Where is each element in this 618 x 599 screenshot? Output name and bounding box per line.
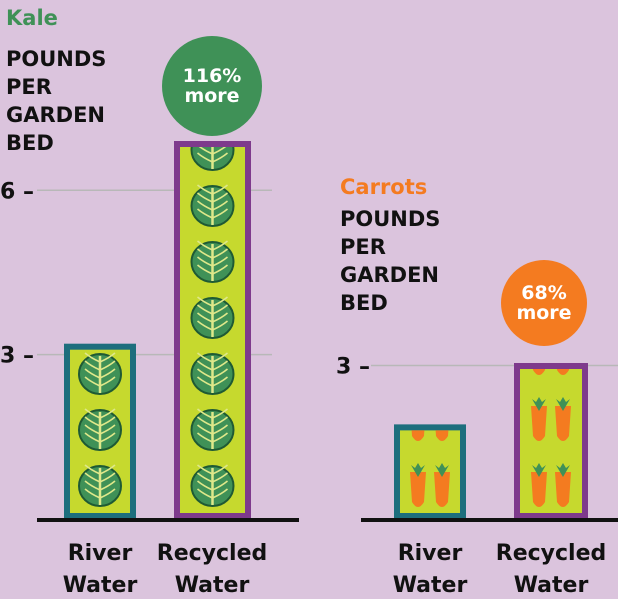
carrots-ylabel: POUNDS PER GARDEN BED [340,207,441,315]
lettuce-icon [190,147,235,171]
x-tick-label: River Water [393,541,468,598]
carrot-leaves-icon [532,331,546,345]
carrot-icon [434,472,450,507]
carrot-leaves-icon [411,463,425,477]
carrot-leaves-icon [411,397,425,411]
bar [64,343,136,519]
carrot-leaves-icon [435,463,449,477]
carrot-leaves-icon [556,463,570,477]
kale-increase-badge: 116% more [162,36,262,136]
carrot-leaves-icon [556,331,570,345]
lettuce-icon [190,296,235,339]
chart-0: 3 – 6 – River Water Recycled Water [0,141,299,598]
tick-label: 3 – [0,344,34,369]
carrot-icon [555,472,571,507]
x-tick-label: River Water [63,541,138,598]
lettuce-icon [190,464,235,507]
bar [394,397,466,519]
kale-increase-text: more [184,85,240,107]
lettuce-icon [78,352,122,395]
carrots-increase-value: 68% [521,282,567,304]
kale-ylabel: POUNDS PER GARDEN BED [6,47,107,155]
lettuce-icon [190,240,235,283]
carrots-title: Carrots [340,175,428,199]
carrot-leaves-icon [435,397,449,411]
lettuce-icon [190,184,235,227]
tick-label: 3 – [336,355,370,380]
x-tick-label: Recycled Water [496,541,607,598]
lettuce-icon [78,408,122,451]
carrot-icon [556,369,570,375]
bar [514,331,588,519]
chart-1: 3 – River Water Recycled Water [336,331,618,598]
carrot-icon [555,406,571,441]
carrot-icon [532,369,546,375]
kale-increase-value: 116% [182,65,242,87]
carrot-leaves-icon [532,463,546,477]
carrot-icon [435,430,449,441]
carrots-increase-text: more [516,302,572,324]
carrot-icon [531,472,547,507]
carrot-icon [531,406,547,441]
tick-label: 6 – [0,179,34,204]
bar [174,141,251,519]
lettuce-icon [78,464,122,507]
kale-title: Kale [6,6,58,30]
carrots-increase-badge: 68% more [501,260,587,346]
carrot-leaves-icon [532,397,546,411]
carrot-leaves-icon [556,397,570,411]
x-tick-label: Recycled Water [157,541,268,598]
lettuce-icon [190,352,235,395]
lettuce-icon [190,408,235,451]
carrot-icon [411,430,425,441]
carrot-icon [410,472,426,507]
